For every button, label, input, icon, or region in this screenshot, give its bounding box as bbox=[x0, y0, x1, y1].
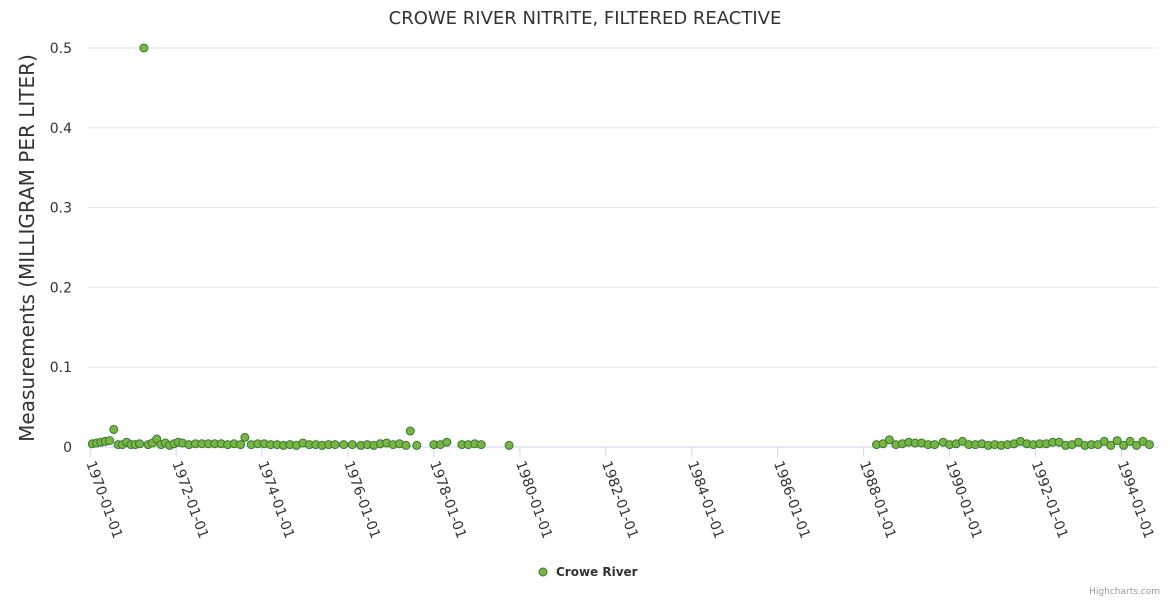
data-point[interactable] bbox=[476, 440, 486, 450]
y-tick-label: 0.2 bbox=[50, 280, 72, 296]
x-tick-label: 1974-01-01 bbox=[254, 459, 297, 541]
y-tick-label: 0.3 bbox=[50, 201, 72, 217]
y-tick-label: 0.1 bbox=[50, 360, 72, 376]
data-point[interactable] bbox=[236, 440, 246, 450]
x-tick-label: 1972-01-01 bbox=[168, 459, 211, 541]
y-tick-label: 0.5 bbox=[50, 41, 72, 57]
gridlines bbox=[88, 47, 1158, 368]
legend-label: Crowe River bbox=[556, 565, 638, 579]
data-point[interactable] bbox=[1125, 436, 1135, 446]
data-point[interactable] bbox=[1099, 436, 1109, 446]
x-axis-ticks: 1970-01-01 1972-01-01 1974-01-01 1976-01-01… bbox=[82, 447, 1157, 541]
data-point[interactable] bbox=[347, 440, 357, 450]
x-tick-label: 1982-01-01 bbox=[598, 459, 641, 541]
data-point[interactable] bbox=[1119, 440, 1129, 450]
x-tick-label: 1970-01-01 bbox=[82, 459, 125, 541]
data-point[interactable] bbox=[1132, 440, 1142, 450]
data-point[interactable] bbox=[442, 437, 452, 447]
data-point[interactable] bbox=[878, 439, 888, 449]
x-tick-label: 1986-01-01 bbox=[770, 459, 813, 541]
x-tick-label: 1994-01-01 bbox=[1114, 459, 1157, 541]
x-tick-label: 1984-01-01 bbox=[684, 459, 727, 541]
data-point[interactable] bbox=[884, 435, 894, 445]
data-point[interactable] bbox=[104, 436, 114, 446]
series-crowe-river[interactable] bbox=[87, 43, 1154, 450]
y-tick-label: 0.4 bbox=[50, 121, 72, 137]
x-tick-label: 1976-01-01 bbox=[340, 459, 383, 541]
x-tick-label: 1992-01-01 bbox=[1028, 459, 1071, 541]
data-point[interactable] bbox=[240, 432, 250, 442]
data-point[interactable] bbox=[930, 440, 940, 450]
x-tick-label: 1988-01-01 bbox=[856, 459, 899, 541]
data-point[interactable] bbox=[401, 440, 411, 450]
legend-item-crowe-river[interactable]: Crowe River bbox=[538, 565, 638, 579]
data-point[interactable] bbox=[405, 426, 415, 436]
y-axis-ticks: 0 0.1 0.2 0.3 0.4 0.5 bbox=[50, 41, 72, 456]
data-point[interactable] bbox=[339, 440, 349, 450]
data-point[interactable] bbox=[139, 43, 149, 53]
data-point[interactable] bbox=[504, 440, 514, 450]
x-tick-label: 1990-01-01 bbox=[942, 459, 985, 541]
legend-marker-icon bbox=[538, 567, 548, 577]
y-tick-label: 0 bbox=[63, 440, 72, 456]
x-tick-label: 1980-01-01 bbox=[512, 459, 555, 541]
data-point[interactable] bbox=[330, 440, 340, 450]
data-point[interactable] bbox=[1112, 436, 1122, 446]
data-point[interactable] bbox=[412, 440, 422, 450]
y-axis-label: Measurements (MILLIGRAM PER LITER) bbox=[15, 54, 39, 442]
credits-link[interactable]: Highcharts.com bbox=[1089, 587, 1160, 597]
chart-title: CROWE RIVER NITRITE, FILTERED REACTIVE bbox=[389, 8, 782, 29]
data-point[interactable] bbox=[1144, 440, 1154, 450]
data-point[interactable] bbox=[135, 439, 145, 449]
data-point[interactable] bbox=[1106, 440, 1116, 450]
data-point[interactable] bbox=[109, 424, 119, 434]
x-tick-label: 1978-01-01 bbox=[426, 459, 469, 541]
